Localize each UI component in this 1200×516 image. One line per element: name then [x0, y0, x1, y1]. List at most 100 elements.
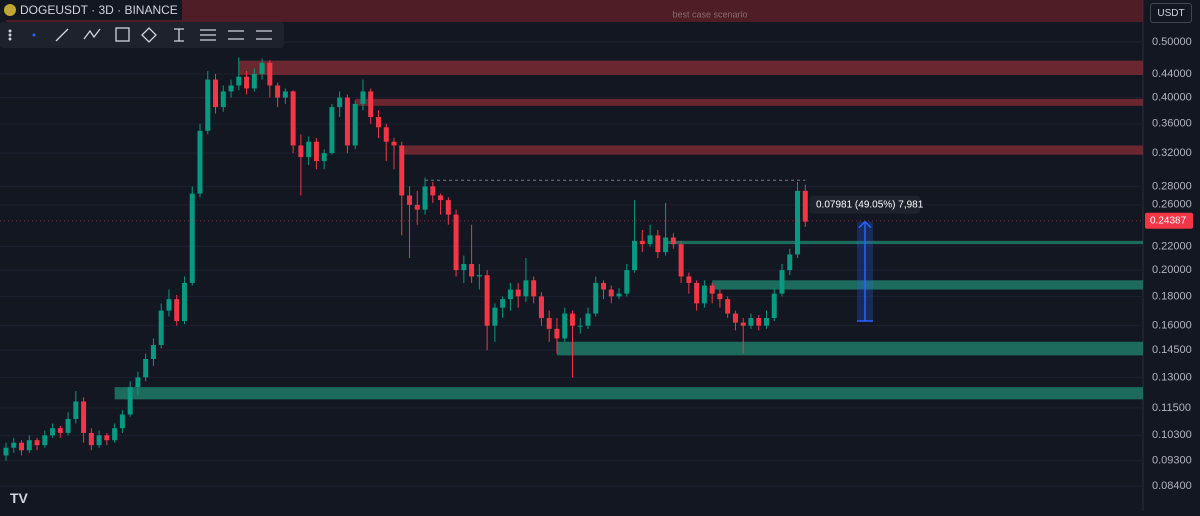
candle-body	[554, 328, 560, 339]
candle-body	[430, 186, 436, 196]
candle-body	[220, 91, 226, 108]
y-tick-label: 0.20000	[1152, 264, 1192, 276]
candle-body	[135, 377, 141, 388]
candle-body	[298, 145, 304, 158]
candle-body	[647, 235, 653, 245]
candle-body	[321, 153, 327, 162]
candle-body	[585, 313, 591, 326]
zone	[355, 98, 1143, 106]
candle-body	[205, 79, 211, 131]
coin-icon	[4, 4, 16, 16]
candle-body	[771, 293, 777, 319]
candle-body	[290, 91, 296, 146]
drawing-toolbar	[0, 22, 284, 48]
candle-body	[143, 358, 149, 378]
candle-body	[577, 325, 583, 327]
candle-body	[686, 276, 692, 283]
candle-body	[717, 293, 723, 300]
candle-body	[701, 285, 707, 304]
candle-body	[515, 289, 521, 297]
y-tick-label: 0.10300	[1152, 429, 1192, 441]
candle-body	[244, 76, 250, 89]
zone	[238, 60, 1144, 76]
candle-body	[538, 296, 544, 319]
candle-body	[725, 299, 731, 314]
candle-body	[57, 428, 63, 433]
zone	[556, 341, 1143, 356]
candle-body	[26, 440, 32, 451]
candle-body	[779, 270, 785, 294]
zone	[401, 145, 1143, 155]
currency: USDT	[1157, 7, 1185, 19]
y-tick-label: 0.11500	[1152, 402, 1191, 414]
candle-body	[461, 263, 467, 271]
candle-body	[360, 91, 366, 104]
y-tick-label: 0.32000	[1152, 147, 1192, 159]
candle-body	[197, 130, 203, 194]
candle-body	[275, 85, 281, 98]
candle-body	[670, 237, 676, 245]
candle-body	[88, 432, 94, 446]
y-tick-label: 0.08400	[1152, 480, 1192, 492]
measure-box	[810, 195, 920, 214]
candle-body	[740, 322, 746, 326]
measure-arrow-head	[857, 220, 873, 322]
candle-body	[150, 345, 156, 359]
candle-body	[11, 442, 17, 448]
candle-body	[236, 76, 242, 86]
candle-body	[166, 299, 172, 311]
currency-select[interactable]: USDT	[1150, 3, 1192, 23]
candle-body	[96, 435, 102, 446]
candle-body	[174, 299, 180, 322]
candle-body	[337, 97, 343, 108]
last-price-label: 0.24387	[1150, 215, 1187, 226]
y-tick-label: 0.13000	[1152, 371, 1192, 383]
candle-body	[50, 428, 56, 436]
symbol-header[interactable]: DOGEUSDT · 3D · BINANCE	[0, 0, 182, 20]
logo: TV	[10, 490, 28, 506]
candle-body	[663, 237, 669, 253]
candle-body	[407, 195, 413, 205]
y-tick-label: 0.40000	[1152, 91, 1192, 103]
candle-body	[531, 280, 537, 297]
candle-body	[678, 244, 684, 277]
candle-body	[73, 401, 79, 419]
measure-label: 0.07981 (49.05%) 7,981	[816, 199, 924, 210]
candle-body	[732, 313, 738, 323]
candle-body	[112, 428, 118, 441]
candle-body	[709, 285, 715, 294]
candle-body	[399, 145, 405, 196]
candle-body	[383, 127, 389, 142]
candle-body	[616, 293, 622, 297]
y-tick-label: 0.36000	[1152, 118, 1192, 130]
candle-body	[492, 307, 498, 326]
candle-body	[624, 270, 630, 294]
candle-body	[375, 116, 381, 128]
candle-body	[655, 235, 661, 253]
y-tick-label: 0.16000	[1152, 320, 1192, 332]
candle-body	[34, 440, 40, 446]
candle-body	[368, 91, 374, 117]
candle-body	[569, 313, 575, 326]
candle-body	[158, 310, 164, 346]
candle-body	[546, 318, 552, 329]
candle-body	[213, 79, 219, 108]
candle-body	[438, 195, 444, 201]
candle-body	[306, 141, 312, 158]
candle-body	[422, 186, 428, 210]
y-tick-label: 0.22000	[1152, 240, 1192, 252]
zone	[6, 0, 1143, 22]
candle-body	[329, 107, 335, 154]
y-tick-label: 0.50000	[1152, 36, 1192, 48]
candle-body	[787, 254, 793, 271]
candle-body	[228, 85, 234, 92]
candle-body	[42, 435, 48, 446]
candle-body	[593, 282, 599, 314]
symbol-title: DOGEUSDT · 3D · BINANCE	[20, 3, 178, 17]
y-tick-label: 0.28000	[1152, 180, 1192, 192]
candle-body	[608, 289, 614, 297]
zone	[712, 280, 1143, 290]
zone-label: best case scenario	[672, 9, 747, 19]
y-tick-label: 0.14500	[1152, 344, 1192, 356]
y-tick-label: 0.09300	[1152, 455, 1192, 467]
